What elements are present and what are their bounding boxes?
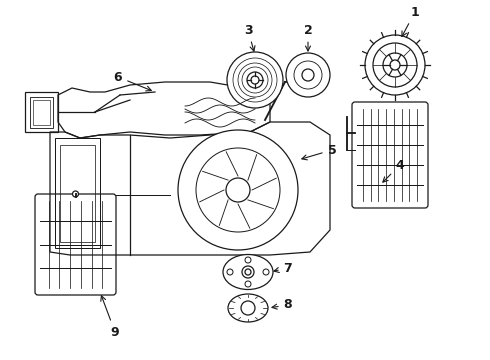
Circle shape: [242, 266, 254, 278]
Text: 8: 8: [272, 298, 293, 311]
FancyBboxPatch shape: [35, 194, 116, 295]
Circle shape: [245, 269, 251, 275]
Circle shape: [302, 69, 314, 81]
Circle shape: [383, 53, 407, 77]
Text: 5: 5: [302, 144, 336, 160]
Circle shape: [73, 191, 78, 197]
Ellipse shape: [223, 255, 273, 289]
Text: 4: 4: [383, 158, 404, 182]
Circle shape: [196, 148, 280, 232]
Circle shape: [245, 281, 251, 287]
Text: 1: 1: [402, 5, 419, 36]
Circle shape: [226, 178, 250, 202]
Text: 7: 7: [274, 261, 293, 275]
Text: 2: 2: [304, 23, 313, 51]
Circle shape: [251, 76, 259, 84]
Circle shape: [247, 72, 263, 88]
Circle shape: [245, 257, 251, 263]
Circle shape: [286, 53, 330, 97]
Text: 3: 3: [244, 23, 255, 51]
Circle shape: [263, 269, 269, 275]
Circle shape: [390, 60, 400, 70]
Circle shape: [241, 301, 255, 315]
Circle shape: [365, 35, 425, 95]
Circle shape: [227, 269, 233, 275]
Circle shape: [178, 130, 298, 250]
Circle shape: [294, 61, 322, 89]
Circle shape: [227, 52, 283, 108]
Ellipse shape: [228, 294, 268, 322]
Text: 6: 6: [114, 71, 151, 91]
Text: 9: 9: [101, 296, 119, 338]
FancyBboxPatch shape: [352, 102, 428, 208]
Circle shape: [373, 43, 417, 87]
